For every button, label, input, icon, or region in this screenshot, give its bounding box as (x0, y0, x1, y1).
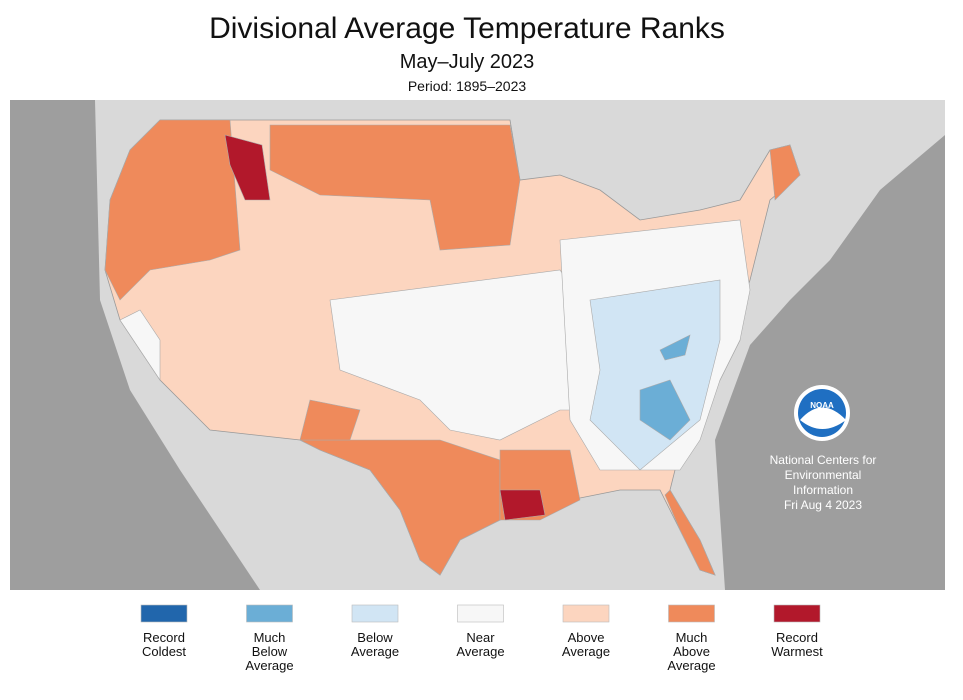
legend-swatch (351, 604, 399, 623)
region (119, 309, 161, 381)
map: NOAA National Centers forEnvironmentalIn… (10, 100, 945, 590)
region (664, 489, 716, 576)
legend-label: Warmest (771, 644, 823, 659)
region (269, 124, 521, 251)
legend-label: Below (252, 644, 288, 659)
legend-label: Near (466, 630, 495, 645)
logo-text: NOAA (810, 401, 834, 410)
credit-line: National Centers for (770, 453, 877, 467)
legend-label: Much (254, 630, 286, 645)
legend-label: Average (456, 644, 504, 659)
period: Period: 1895–2023 (408, 78, 527, 94)
legend-label: Below (357, 630, 393, 645)
legend-swatch (773, 604, 821, 623)
legend-label: Record (143, 630, 185, 645)
credit-line: Environmental (785, 468, 862, 482)
logo-bird (800, 407, 846, 429)
credit-line: Information (793, 483, 853, 497)
legend-swatch (140, 604, 188, 623)
legend-label: Average (562, 644, 610, 659)
title: Divisional Average Temperature Ranks (209, 12, 725, 45)
legend-swatch (457, 604, 504, 623)
legend-label: Record (776, 630, 818, 645)
credit-line: Fri Aug 4 2023 (784, 498, 862, 512)
region (499, 489, 546, 521)
legend-label: Above (568, 630, 605, 645)
region (299, 399, 361, 441)
region (224, 134, 271, 201)
legend: RecordColdestMuchBelowAverageBelowAverag… (140, 604, 823, 673)
legend-label: Coldest (142, 644, 186, 659)
legend-swatch (246, 604, 293, 623)
legend-label: Much (676, 630, 708, 645)
subtitle: May–July 2023 (400, 51, 535, 73)
credit: National Centers forEnvironmentalInforma… (770, 453, 877, 512)
legend-swatch (562, 604, 610, 623)
legend-label: Average (351, 644, 399, 659)
legend-label: Average (667, 658, 715, 673)
noaa-logo: NOAA (794, 385, 850, 441)
region (659, 334, 691, 361)
region (769, 144, 801, 201)
region (639, 379, 691, 441)
region (104, 119, 241, 301)
regions (104, 119, 801, 576)
legend-swatch (668, 604, 715, 623)
region (299, 439, 501, 576)
legend-label: Average (245, 658, 293, 673)
legend-label: Above (673, 644, 710, 659)
